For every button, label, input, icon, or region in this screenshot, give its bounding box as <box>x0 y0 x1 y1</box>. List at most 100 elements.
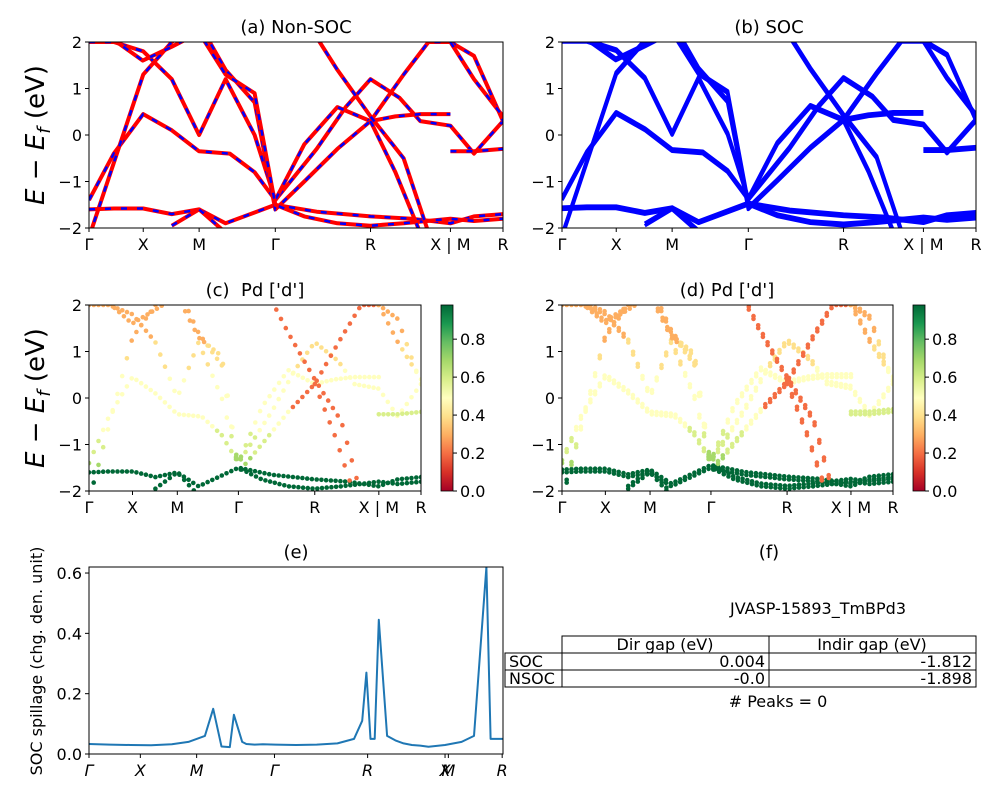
k-tick-label: R <box>497 761 508 780</box>
projection-point <box>576 294 581 299</box>
projection-point <box>124 356 130 361</box>
projection-point <box>357 382 362 388</box>
projection-point <box>404 354 410 360</box>
projection-point <box>153 486 158 491</box>
projection-point <box>796 376 802 381</box>
projection-point <box>376 374 382 380</box>
panel-d-points <box>560 286 893 498</box>
projection-point <box>371 305 376 308</box>
projection-point <box>748 394 754 399</box>
projection-point <box>162 479 168 484</box>
k-tick-label: R <box>887 498 898 517</box>
projection-point <box>319 380 325 385</box>
projection-point <box>862 403 867 409</box>
projection-point <box>91 449 96 455</box>
projection-point <box>138 380 144 386</box>
panel-b: (b) SOC −2 −1 0 1 2 Γ X M Γ R X | M R <box>531 17 981 254</box>
projection-point <box>573 424 579 430</box>
projection-point <box>329 377 334 383</box>
projection-point <box>195 483 201 489</box>
band-soc <box>792 42 903 228</box>
projection-point <box>784 373 789 378</box>
k-tick-label: Γ <box>85 235 94 254</box>
projection-point <box>753 385 759 391</box>
projection-point <box>100 427 106 433</box>
panel-e-title: (e) <box>283 542 308 563</box>
projection-point <box>683 344 689 350</box>
projection-point <box>696 438 702 443</box>
projection-point <box>801 375 806 380</box>
projection-point <box>564 467 569 472</box>
table-cell-nsoc-indir: -1.898 <box>920 669 972 688</box>
projection-point <box>124 384 130 389</box>
projection-point <box>271 405 277 411</box>
projection-point <box>138 471 144 476</box>
projection-point <box>390 312 395 318</box>
band-spin-down <box>89 77 503 203</box>
projection-point <box>711 451 716 457</box>
projection-point <box>399 328 405 334</box>
projection-point <box>698 390 703 396</box>
projection-point <box>100 444 106 450</box>
projection-point <box>220 361 226 367</box>
projection-point <box>758 406 763 412</box>
projection-point <box>319 485 325 491</box>
row1-ylabel: E − Ef (eV) <box>21 65 55 205</box>
projection-point <box>635 292 640 297</box>
projection-point <box>607 374 612 380</box>
projection-point <box>186 365 192 371</box>
projection-point <box>91 469 96 475</box>
projection-point <box>834 300 839 305</box>
projection-point <box>834 372 840 377</box>
projection-point <box>583 406 588 412</box>
projection-point <box>734 435 740 441</box>
projection-point <box>876 408 882 413</box>
projection-point <box>566 286 571 291</box>
projection-point <box>857 306 863 312</box>
projection-point <box>668 480 674 486</box>
projection-point <box>664 485 669 490</box>
projection-point <box>181 378 187 383</box>
projection-point <box>418 474 421 480</box>
projection-point <box>621 470 626 476</box>
projection-point <box>205 479 210 485</box>
projection-point <box>134 377 139 383</box>
projection-point <box>91 305 97 308</box>
projection-point <box>162 364 168 370</box>
projection-point <box>720 453 726 458</box>
table-header-dir-gap: Dir gap (eV) <box>617 635 714 654</box>
panel-f-caption: JVASP-15893_TmBPd3 <box>729 599 906 619</box>
projection-point <box>409 395 414 400</box>
projection-point <box>191 488 197 491</box>
projection-point <box>701 446 707 451</box>
projection-point <box>739 430 744 435</box>
k-tick-label: R <box>365 235 376 254</box>
projection-point <box>583 466 588 472</box>
projection-point <box>646 292 651 297</box>
panel-c-colorbar-ticks: 0.0 0.2 0.4 0.6 0.8 <box>453 330 485 501</box>
projection-point <box>105 416 111 422</box>
projection-point <box>815 476 820 482</box>
projection-point <box>744 402 749 408</box>
projection-point <box>352 374 358 380</box>
projection-point <box>853 309 858 314</box>
projection-point <box>734 417 740 423</box>
k-tick-label: Γ <box>85 761 95 780</box>
projection-point <box>163 295 168 300</box>
projection-point <box>560 300 565 305</box>
projection-point <box>229 448 234 454</box>
projection-point <box>112 305 117 311</box>
projection-point <box>338 376 344 382</box>
projection-point <box>825 493 830 498</box>
projection-point <box>654 474 660 480</box>
projection-point <box>768 482 774 487</box>
projection-point <box>414 388 419 394</box>
projection-point <box>366 305 372 308</box>
projection-point <box>663 350 669 355</box>
panel-b-frame <box>561 41 977 229</box>
projection-point <box>640 373 645 379</box>
projection-point <box>890 406 893 412</box>
projection-point <box>400 347 405 352</box>
projection-point <box>197 335 202 341</box>
projection-point <box>314 341 320 347</box>
